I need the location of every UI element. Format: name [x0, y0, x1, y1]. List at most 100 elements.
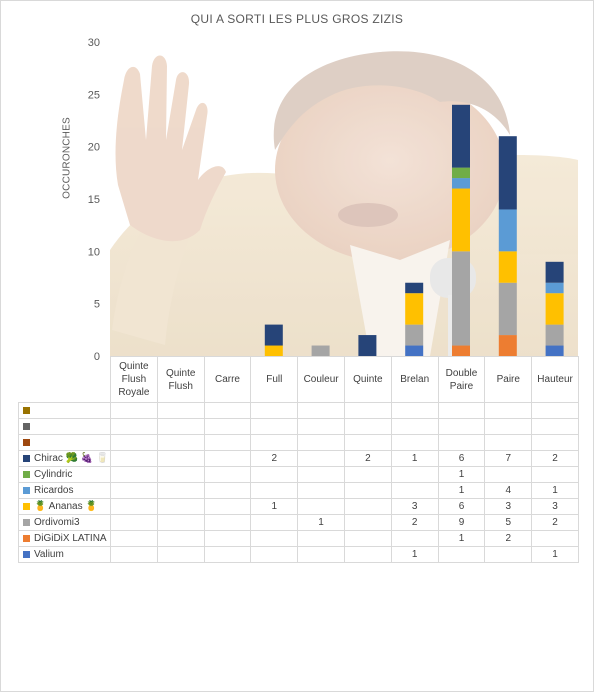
- x-category-label: Quinte: [343, 356, 392, 403]
- table-cell: [390, 482, 439, 499]
- table-cell: [110, 514, 158, 531]
- table-cell: [110, 482, 158, 499]
- table-cell: [531, 434, 579, 451]
- chart-title: QUI A SORTI LES PLUS GROS ZIZIS: [190, 12, 404, 26]
- series-label-cell: Cylindric: [18, 466, 111, 483]
- table-cell: [156, 450, 205, 467]
- bar-segment: [452, 188, 470, 252]
- table-cell: [297, 434, 345, 451]
- table-cell: 7: [484, 450, 533, 467]
- bar-segment: [545, 282, 564, 294]
- bar-segment: [452, 167, 470, 179]
- bar-segment: [545, 261, 564, 283]
- table-cell: [484, 402, 533, 419]
- table-cell: [531, 466, 579, 483]
- table-cell: [437, 434, 486, 451]
- x-category-label: Couleur: [297, 356, 345, 403]
- x-category-label: Brelan: [390, 356, 439, 403]
- table-cell: 2: [390, 514, 439, 531]
- bar-segment: [498, 282, 517, 336]
- table-cell: [297, 498, 345, 515]
- table-cell: 1: [437, 466, 486, 483]
- table-cell: 6: [437, 498, 486, 515]
- series-label-cell: Chirac 🥦 🍇 🥛: [18, 450, 111, 467]
- series-name: Ricardos: [34, 484, 74, 496]
- table-cell: 3: [484, 498, 533, 515]
- table-cell: [484, 466, 533, 483]
- table-cell: [110, 466, 158, 483]
- table-cell: [390, 530, 439, 547]
- table-cell: [343, 418, 392, 435]
- y-tick-label: 5: [94, 299, 100, 311]
- bar-segment: [452, 251, 470, 346]
- table-cell: [531, 530, 579, 547]
- series-label-cell: 🍍 Ananas 🍍: [18, 498, 111, 515]
- legend-key: [23, 422, 30, 430]
- table-cell: 2: [484, 530, 533, 547]
- table-cell: 1: [437, 530, 486, 547]
- table-cell: [203, 434, 252, 451]
- table-cell: [156, 402, 205, 419]
- table-cell: [156, 418, 205, 435]
- legend-key: [23, 486, 30, 494]
- series-label-cell: [18, 418, 111, 435]
- table-cell: [110, 498, 158, 515]
- table-row: [18, 434, 579, 451]
- y-tick-label: 15: [88, 194, 100, 206]
- bar-segment: [405, 293, 424, 325]
- table-cell: [156, 546, 205, 563]
- x-category-label: Hauteur: [531, 356, 579, 403]
- bar-segment: [264, 345, 283, 356]
- bar-segment: [452, 178, 470, 189]
- table-cell: 2: [531, 450, 579, 467]
- table-cell: [250, 530, 299, 547]
- bar-segment: [452, 345, 470, 356]
- legend-key: [23, 550, 30, 558]
- table-cell: [250, 466, 299, 483]
- table-cell: [297, 546, 345, 563]
- table-cell: [531, 418, 579, 435]
- table-cell: [437, 418, 486, 435]
- table-cell: 1: [250, 498, 299, 515]
- table-cell: [250, 482, 299, 499]
- table-cell: 3: [531, 498, 579, 515]
- table-row: DiGiDiX LATINA 1 2: [18, 530, 579, 547]
- table-cell: 6: [437, 450, 486, 467]
- table-cell: 1: [531, 482, 579, 499]
- series-label-cell: Valium: [18, 546, 111, 563]
- y-tick-label: 20: [88, 142, 100, 154]
- legend-key: [23, 406, 30, 414]
- table-cell: [343, 402, 392, 419]
- series-name: Valium: [34, 548, 64, 560]
- legend-key: [23, 502, 30, 510]
- series-label-cell: Ordivomi3: [18, 514, 111, 531]
- series-label-cell: DiGiDiX LATINA: [18, 530, 111, 547]
- table-cell: [250, 514, 299, 531]
- table-cell: [343, 466, 392, 483]
- table-cell: [203, 402, 252, 419]
- y-tick-label: 30: [88, 37, 100, 49]
- table-cell: 1: [297, 514, 345, 531]
- table-cell: 4: [484, 482, 533, 499]
- table-cell: 5: [484, 514, 533, 531]
- bar-segment: [498, 335, 517, 356]
- table-cell: [203, 546, 252, 563]
- table-row: [18, 418, 579, 435]
- table-cell: 3: [390, 498, 439, 515]
- bar-segment: [452, 104, 470, 168]
- table-cell: [156, 466, 205, 483]
- table-cell: 2: [250, 450, 299, 467]
- table-cell: [343, 514, 392, 531]
- table-cell: [437, 546, 486, 563]
- table-cell: [484, 546, 533, 563]
- y-tick-label: 25: [88, 89, 100, 101]
- table-cell: [203, 466, 252, 483]
- table-cell: 2: [531, 514, 579, 531]
- table-row: Chirac 🥦 🍇 🥛 2 2 1 6 7 2: [18, 450, 579, 467]
- table-cell: [156, 514, 205, 531]
- table-cell: [390, 402, 439, 419]
- table-cell: [297, 450, 345, 467]
- table-cell: [110, 546, 158, 563]
- table-cell: [531, 402, 579, 419]
- legend-key: [23, 518, 30, 526]
